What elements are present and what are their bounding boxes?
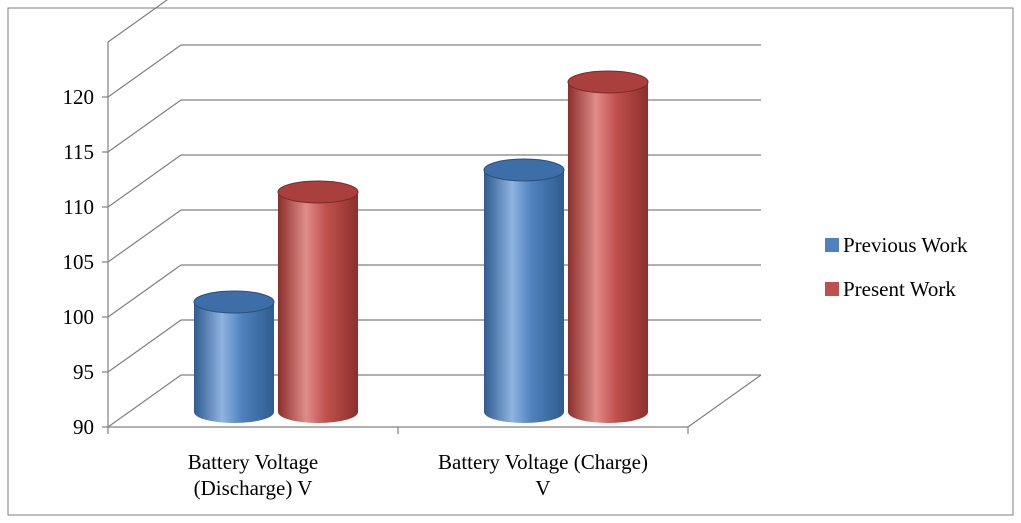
category-labels: Battery Voltage (Discharge) V Battery Volt… <box>188 450 648 500</box>
gridline-side <box>107 264 182 318</box>
gridline-side <box>107 154 182 208</box>
bar-body <box>568 82 648 423</box>
category-label: Battery Voltage (Discharge) V <box>188 450 318 500</box>
bar-present-0 <box>277 180 359 423</box>
bar-body <box>484 170 564 423</box>
legend-swatch <box>825 282 839 296</box>
legend-swatch <box>825 238 839 252</box>
bar-previous-0 <box>193 290 275 423</box>
axes <box>102 42 762 434</box>
bar-top <box>567 70 649 94</box>
y-tick-label: 115 <box>63 140 94 164</box>
gridline-side <box>107 209 182 263</box>
gridline-side <box>107 99 182 153</box>
floor-right-edge <box>687 374 762 428</box>
gridline-side <box>107 44 182 98</box>
gridlines <box>107 0 761 428</box>
bar-top <box>483 158 565 182</box>
y-tick-label: 105 <box>63 250 95 274</box>
legend-label: Previous Work <box>843 233 968 257</box>
y-tick-label: 110 <box>63 195 94 219</box>
category-label: Battery Voltage (Charge) V <box>438 450 648 500</box>
bar-top <box>277 180 359 204</box>
gridline-side <box>107 374 182 428</box>
y-tick-label: 100 <box>63 305 95 329</box>
bar-present-1 <box>567 70 649 423</box>
gridline-side <box>107 319 182 373</box>
y-tick-labels: 90 95 100 105 110 115 120 <box>63 85 95 439</box>
y-tick-label: 95 <box>73 360 94 384</box>
bar-previous-1 <box>483 158 565 423</box>
bar-top <box>193 290 275 314</box>
legend-item: Previous Work <box>825 233 968 257</box>
legend: Previous Work Present Work <box>825 233 968 301</box>
gridline-side <box>107 0 168 43</box>
bar-body <box>278 192 358 423</box>
legend-item: Present Work <box>825 277 956 301</box>
bars <box>193 70 649 423</box>
bar-body <box>194 302 274 423</box>
y-tick-label: 90 <box>73 415 94 439</box>
legend-label: Present Work <box>843 277 956 301</box>
y-tick-label: 120 <box>63 85 95 109</box>
